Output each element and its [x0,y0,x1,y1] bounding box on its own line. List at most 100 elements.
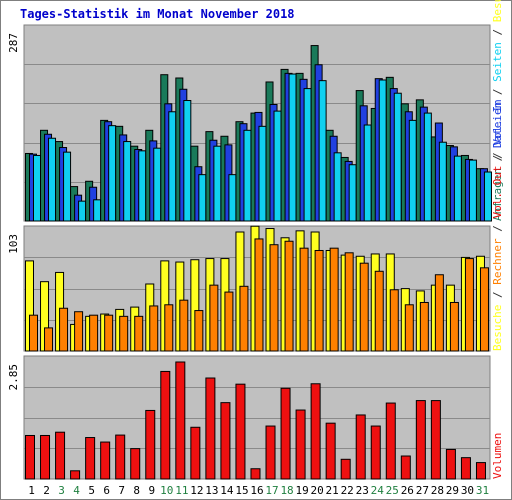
bar-volumen-day-21 [325,422,336,480]
bar-seiten-day-18 [288,73,297,222]
bar-volumen-day-25 [385,402,396,480]
bar-rechner-day-18 [284,240,294,352]
bar-rechner-day-12 [194,310,204,352]
bar-rechner-day-10 [164,304,174,352]
legend-entry: Seiten [491,42,504,82]
bar-volumen-day-10 [160,370,171,480]
bar-seiten-day-15 [243,129,252,222]
legend-entry: / [491,146,504,166]
bar-volumen-day-15 [235,383,246,480]
bar-seiten-day-29 [453,155,462,222]
day-label-28: 28 [431,484,444,497]
day-label-3: 3 [58,484,65,497]
day-label-30: 30 [461,484,474,497]
bar-seiten-day-11 [183,100,192,222]
bar-seiten-day-14 [228,174,237,222]
day-label-13: 13 [205,484,218,497]
bar-rechner-day-8 [134,315,144,352]
legend-entry: / [491,219,504,239]
bar-seiten-day-7 [123,141,132,222]
bar-seiten-day-22 [348,164,357,222]
bar-seiten-day-1 [33,154,41,222]
bar-seiten-day-8 [138,150,147,222]
bar-seiten-day-12 [198,174,207,222]
legend-entry: Besuche [491,0,504,22]
day-label-25: 25 [386,484,399,497]
bar-seiten-day-4 [78,200,87,222]
bar-rechner-day-30 [464,258,474,352]
bar-rechner-day-17 [269,244,279,352]
bar-seiten-day-25 [393,92,402,222]
bar-volumen-day-12 [190,426,201,480]
bar-volumen-day-11 [175,361,186,480]
bar-rechner-day-27 [419,301,429,352]
bar-rechner-day-24 [374,270,384,352]
legend-entry: / [491,285,504,305]
bar-rechner-day-31 [479,267,489,352]
bar-rechner-day-7 [119,315,129,352]
bar-volumen-day-27 [415,400,426,480]
bar-rechner-day-29 [449,301,459,352]
bar-volumen-day-8 [130,448,141,480]
bar-volumen-day-3 [55,431,66,480]
bar-volumen-day-4 [70,470,81,480]
legend-bottom: Volumen [491,433,504,479]
bar-rechner-day-9 [149,305,159,352]
bar-seiten-day-30 [468,159,477,222]
bar-rechner-day-19 [299,247,309,352]
day-label-26: 26 [401,484,414,497]
bar-seiten-day-28 [438,141,447,222]
bar-volumen-day-1 [25,434,35,480]
day-label-11: 11 [175,484,188,497]
bar-rechner-day-26 [404,304,414,352]
bar-volumen-day-18 [280,387,291,480]
day-label-18: 18 [280,484,293,497]
bar-seiten-day-27 [423,112,432,222]
legend-entry: Volumen [491,433,504,479]
bar-rechner-day-28 [434,274,444,352]
bar-rechner-day-15 [239,285,249,352]
bar-seiten-day-19 [303,88,312,222]
legend-middle: Besuche / Rechner / Vol. Out / Vol. In [491,99,504,351]
bar-volumen-day-2 [40,434,51,480]
day-label-20: 20 [311,484,324,497]
bar-rechner-day-2 [44,327,54,352]
day-label-14: 14 [220,484,234,497]
bar-seiten-day-23 [363,124,372,222]
bar-rechner-day-1 [29,314,38,352]
legend-entry: / [491,148,504,168]
legend-entry: / [491,82,504,102]
bar-rechner-day-4 [74,311,84,352]
bar-volumen-day-16 [250,468,261,480]
legend-entry: Besuche [491,305,504,351]
y-max-label-bottom: 2.85 [7,364,20,391]
bar-rechner-day-23 [359,262,369,352]
y-max-label-top: 287 [7,33,20,53]
bar-volumen-day-28 [430,400,441,480]
day-label-5: 5 [88,484,95,497]
bar-seiten-day-16 [258,125,267,222]
day-label-8: 8 [133,484,140,497]
bar-volumen-day-19 [295,409,306,480]
bar-volumen-day-20 [310,383,321,480]
bar-seiten-day-3 [63,151,72,222]
day-label-27: 27 [416,484,429,497]
day-label-21: 21 [326,484,339,497]
bar-volumen-day-5 [85,437,96,480]
day-label-1: 1 [28,484,35,497]
bar-volumen-day-9 [145,409,156,480]
day-label-2: 2 [43,484,50,497]
day-label-6: 6 [103,484,110,497]
chart-title: Tages-Statistik im Monat November 2018 [20,7,295,21]
day-label-7: 7 [118,484,125,497]
day-label-22: 22 [341,484,354,497]
bar-rechner-day-14 [224,291,234,352]
day-label-24: 24 [371,484,385,497]
legend-top: Anfragen / Dateien / Seiten / Besuche [491,0,504,221]
bar-seiten-day-24 [378,79,387,222]
day-label-29: 29 [446,484,459,497]
bar-volumen-day-29 [445,448,456,480]
bar-seiten-day-31 [483,171,492,222]
